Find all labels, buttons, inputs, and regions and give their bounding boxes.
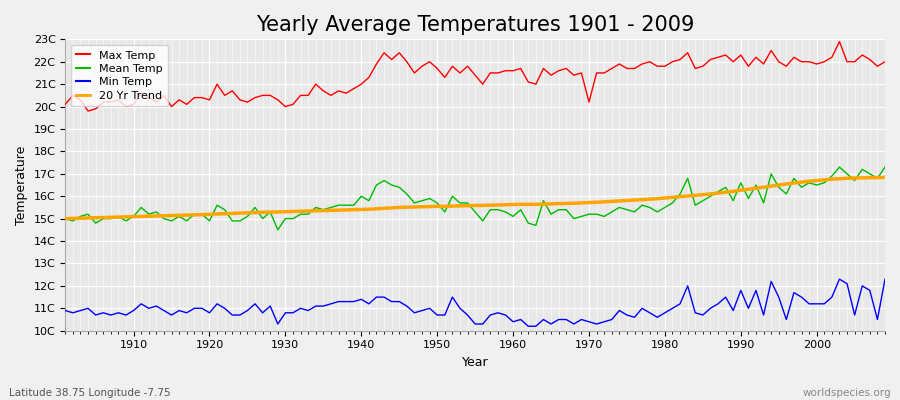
Title: Yearly Average Temperatures 1901 - 2009: Yearly Average Temperatures 1901 - 2009	[256, 15, 694, 35]
Legend: Max Temp, Mean Temp, Min Temp, 20 Yr Trend: Max Temp, Mean Temp, Min Temp, 20 Yr Tre…	[71, 45, 167, 106]
Y-axis label: Temperature: Temperature	[15, 145, 28, 225]
Text: worldspecies.org: worldspecies.org	[803, 388, 891, 398]
Text: Latitude 38.75 Longitude -7.75: Latitude 38.75 Longitude -7.75	[9, 388, 171, 398]
X-axis label: Year: Year	[462, 356, 489, 369]
